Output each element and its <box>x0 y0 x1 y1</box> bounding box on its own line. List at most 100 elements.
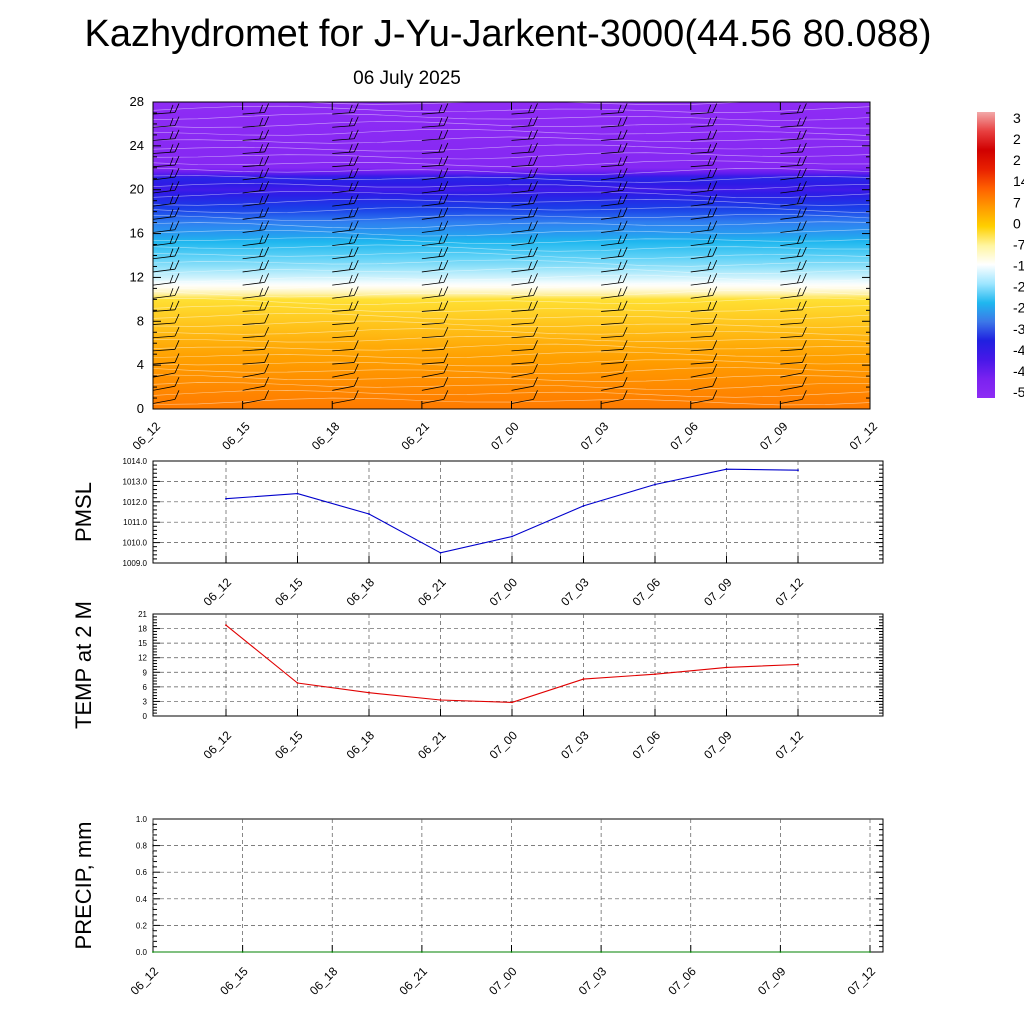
wind-barb <box>153 385 176 391</box>
colorbar-label: 0 <box>1013 215 1021 231</box>
wind-barb <box>690 348 713 352</box>
wind-barb-flag <box>528 157 532 166</box>
wind-barb <box>511 203 534 207</box>
data-point <box>225 497 227 500</box>
wind-barb <box>153 112 176 115</box>
y-tick-label: 18 <box>138 625 147 634</box>
wind-barb <box>421 176 444 181</box>
wind-barb-flag <box>712 273 718 283</box>
wind-barb <box>869 179 870 180</box>
data-point <box>582 678 585 680</box>
wind-barb-flag <box>443 273 449 283</box>
wind-barb-flag <box>169 182 174 192</box>
wind-barb-flag <box>802 377 807 387</box>
wind-barb-flag <box>712 155 718 166</box>
wind-barb-flag <box>348 169 353 178</box>
isotherm-line <box>153 221 870 229</box>
wind-barb-flag <box>348 274 353 284</box>
y-tick-label: 20 <box>130 182 144 197</box>
wind-barb-flag <box>617 222 622 231</box>
wind-barb <box>421 348 444 352</box>
data-point <box>368 691 370 694</box>
wind-barb-flag <box>892 353 896 362</box>
isotherm-line <box>153 105 870 113</box>
wind-barb-flag <box>443 220 449 230</box>
wind-barb <box>869 311 870 312</box>
wind-barb <box>332 335 355 339</box>
wind-barb-flag <box>712 207 718 217</box>
wind-barb <box>511 335 534 339</box>
wind-barb-flag <box>174 233 180 244</box>
isotherm-line <box>153 121 870 129</box>
wind-barb <box>869 218 870 220</box>
wind-barb <box>242 398 265 404</box>
wind-barb-flag <box>617 131 622 140</box>
wind-barb-flag <box>797 104 801 114</box>
wind-barb-flag <box>353 273 359 283</box>
wind-barb <box>153 362 176 365</box>
x-tick-label: 06_21 <box>398 419 432 453</box>
wind-barb-flag <box>802 207 807 217</box>
wind-barb <box>242 255 265 260</box>
y-tick-label: 4 <box>137 357 144 372</box>
wind-barb-flag <box>348 182 353 192</box>
wind-barb-flag <box>353 390 359 400</box>
wind-barb-flag <box>892 156 896 165</box>
wind-barb-flag <box>169 169 174 178</box>
wind-barb <box>332 281 355 286</box>
wind-barb-flag <box>174 220 180 230</box>
figure-date: 06 July 2025 <box>353 68 461 89</box>
wind-barb-flag <box>892 377 896 386</box>
wind-barb <box>332 216 355 220</box>
x-tick-label: 07_00 <box>487 575 521 609</box>
wind-barb-flag <box>353 300 359 310</box>
wind-barb <box>780 229 803 233</box>
data-point <box>582 504 585 507</box>
x-tick-label: 07_12 <box>847 419 881 453</box>
x-tick-label: 06_12 <box>201 728 235 762</box>
wind-barb <box>690 176 713 181</box>
wind-barb-flag <box>622 363 628 374</box>
wind-barb <box>690 281 713 286</box>
colorbar-label: 2 <box>1013 152 1021 168</box>
wind-barb-flag <box>617 261 622 271</box>
wind-barb <box>690 151 713 154</box>
isotherm-line <box>153 113 870 121</box>
wind-barb <box>421 125 444 128</box>
wind-barb <box>242 203 265 207</box>
wind-barb-flag <box>622 260 628 270</box>
wind-barb-flag <box>887 105 890 113</box>
wind-barb <box>780 268 803 273</box>
wind-barb-flag <box>174 116 180 126</box>
wind-barb-flag <box>533 167 538 178</box>
wind-barb <box>242 372 265 378</box>
isotherm-line <box>153 320 870 328</box>
wind-barb-flag <box>438 104 443 114</box>
wind-barb-flag <box>353 194 359 204</box>
wind-barb-flag <box>617 235 622 244</box>
wind-barb-flag <box>259 182 263 192</box>
wind-barb-flag <box>169 157 174 166</box>
x-tick-label: 07_09 <box>757 419 791 453</box>
wind-barb <box>690 229 713 233</box>
data-point <box>331 951 334 953</box>
colorbar-label: -2 <box>1013 300 1024 316</box>
wind-barb-flag <box>533 286 538 296</box>
wind-barb-flag <box>622 353 628 363</box>
wind-barb-flag <box>533 207 538 217</box>
wind-barb-flag <box>264 363 269 374</box>
wind-barb-flag <box>533 194 538 204</box>
wind-barb-flag <box>348 248 353 257</box>
colorbar-label: 2 <box>1013 131 1021 147</box>
wind-barb <box>780 398 803 404</box>
y-tick-label: 1012.0 <box>123 498 148 507</box>
wind-barb-flag <box>707 209 712 218</box>
wind-barb <box>601 335 624 339</box>
wind-barb-flag <box>707 274 712 284</box>
y-tick-label: 1011.0 <box>123 518 147 527</box>
wind-barb-flag <box>264 233 269 244</box>
wind-barb <box>242 348 265 352</box>
isotherm-line <box>153 160 870 168</box>
wind-barb-flag <box>174 377 180 387</box>
wind-barb-flag <box>259 261 263 271</box>
